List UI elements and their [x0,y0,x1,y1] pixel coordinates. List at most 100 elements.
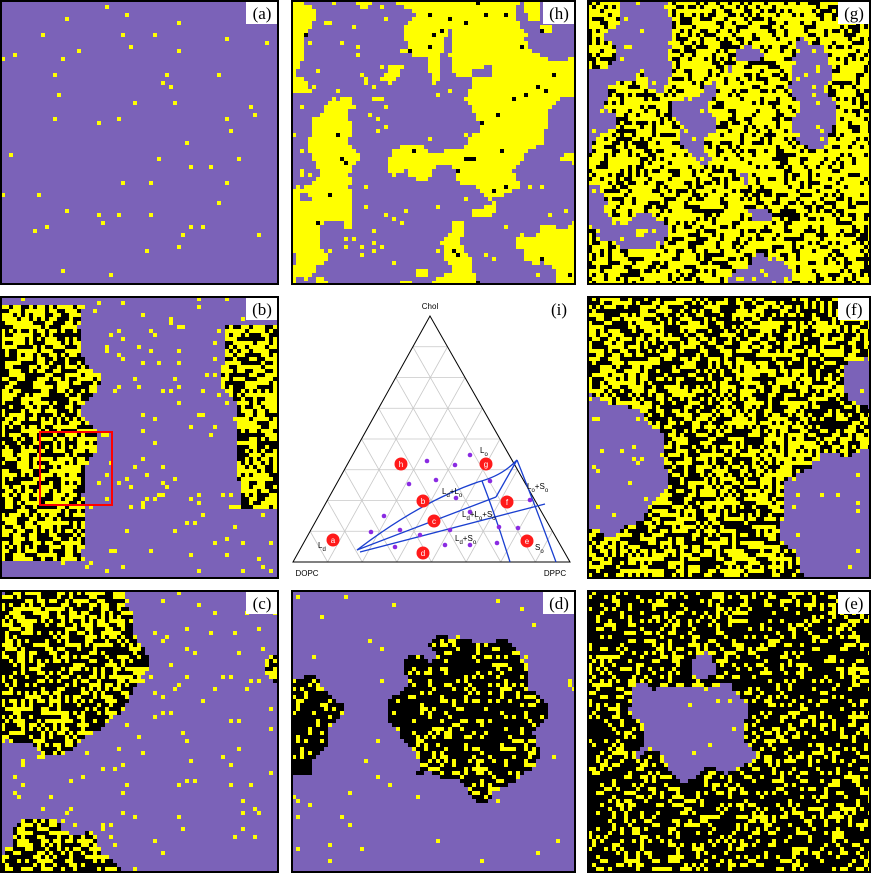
domain-cell [408,173,432,177]
domain-cell [9,433,21,437]
domain-cell [668,205,684,209]
domain-cell [784,305,792,309]
domain-cell [292,281,296,284]
domain-cell [732,57,736,61]
domain-cell [732,221,740,225]
domain-cell [752,425,756,429]
domain-cell [736,25,748,29]
domain-cell [856,101,860,105]
domain-cell [840,57,844,61]
domain-cell [672,473,680,477]
domain-cell [816,453,820,457]
domain-cell [632,149,644,153]
domain-cell [720,357,724,361]
domain-cell [628,185,656,189]
domain-cell [844,185,848,189]
domain-cell [269,437,278,441]
domain-cell [644,277,668,281]
domain-cell [860,329,868,333]
domain-cell [836,117,840,121]
domain-cell [752,513,756,517]
domain-cell [772,129,784,133]
domain-cell [676,85,700,89]
domain-cell [452,65,484,69]
domain-cell [652,501,672,505]
domain-cell [628,181,636,185]
domain-cell [744,437,764,441]
domain-cell [788,337,792,341]
domain-cell [744,81,764,85]
domain-cell [748,409,752,413]
domain-cell [600,397,612,401]
domain-cell [620,169,624,173]
domain-cell [241,333,245,337]
domain-cell [860,325,868,329]
domain-cell [628,393,632,397]
domain-cell [676,253,680,257]
domain-cell [173,529,177,533]
domain-cell [776,361,784,365]
domain-cell [444,237,460,241]
domain-cell [17,473,21,477]
domain-cell [796,393,800,397]
domain-cell [664,445,672,449]
domain-cell [77,521,81,525]
domain-cell [640,277,644,281]
domain-cell [760,389,764,393]
domain-cell [668,261,700,265]
domain-cell [712,301,716,305]
domain-cell [217,393,221,397]
domain-cell [1,485,9,489]
domain-cell [69,361,77,365]
domain-cell [81,509,85,513]
domain-cell [488,13,504,17]
domain-cell [796,437,804,441]
domain-cell [233,345,237,349]
domain-cell [772,189,796,193]
domain-cell [740,97,744,101]
domain-cell [241,389,245,393]
domain-cell [692,69,708,73]
domain-cell [800,325,808,329]
domain-cell [57,445,61,449]
domain-cell [768,453,772,457]
domain-cell [53,425,77,429]
domain-cell [620,57,624,61]
domain-cell [776,357,792,361]
domain-cell [796,337,800,341]
domain-cell [668,333,672,337]
domain-cell [700,29,708,33]
domain-cell [388,169,404,173]
domain-cell [624,133,632,137]
domain-cell [860,233,868,237]
domain-cell [744,481,756,485]
domain-cell [253,389,257,393]
domain-cell [636,173,640,177]
domain-cell [265,325,273,329]
domain-cell [77,393,81,397]
domain-cell [1,537,13,541]
domain-cell [728,17,744,21]
domain-cell [1,441,5,445]
domain-cell [41,345,45,349]
domain-cell [732,405,736,409]
domain-cell [680,345,696,349]
domain-cell [780,125,792,129]
domain-cell [772,157,788,161]
domain-cell [652,137,680,141]
domain-cell [728,337,732,341]
domain-cell [852,109,860,113]
domain-cell [808,165,816,169]
domain-cell [736,509,756,513]
domain-cell [320,173,348,177]
domain-cell [764,441,772,445]
domain-cell [736,329,740,333]
domain-cell [672,417,684,421]
domain-cell [856,273,860,277]
domain-cell [464,21,468,25]
domain-cell [824,377,832,381]
domain-cell [848,57,852,61]
domain-cell [664,121,672,125]
domain-cell [720,37,724,41]
domain-cell [716,361,720,365]
